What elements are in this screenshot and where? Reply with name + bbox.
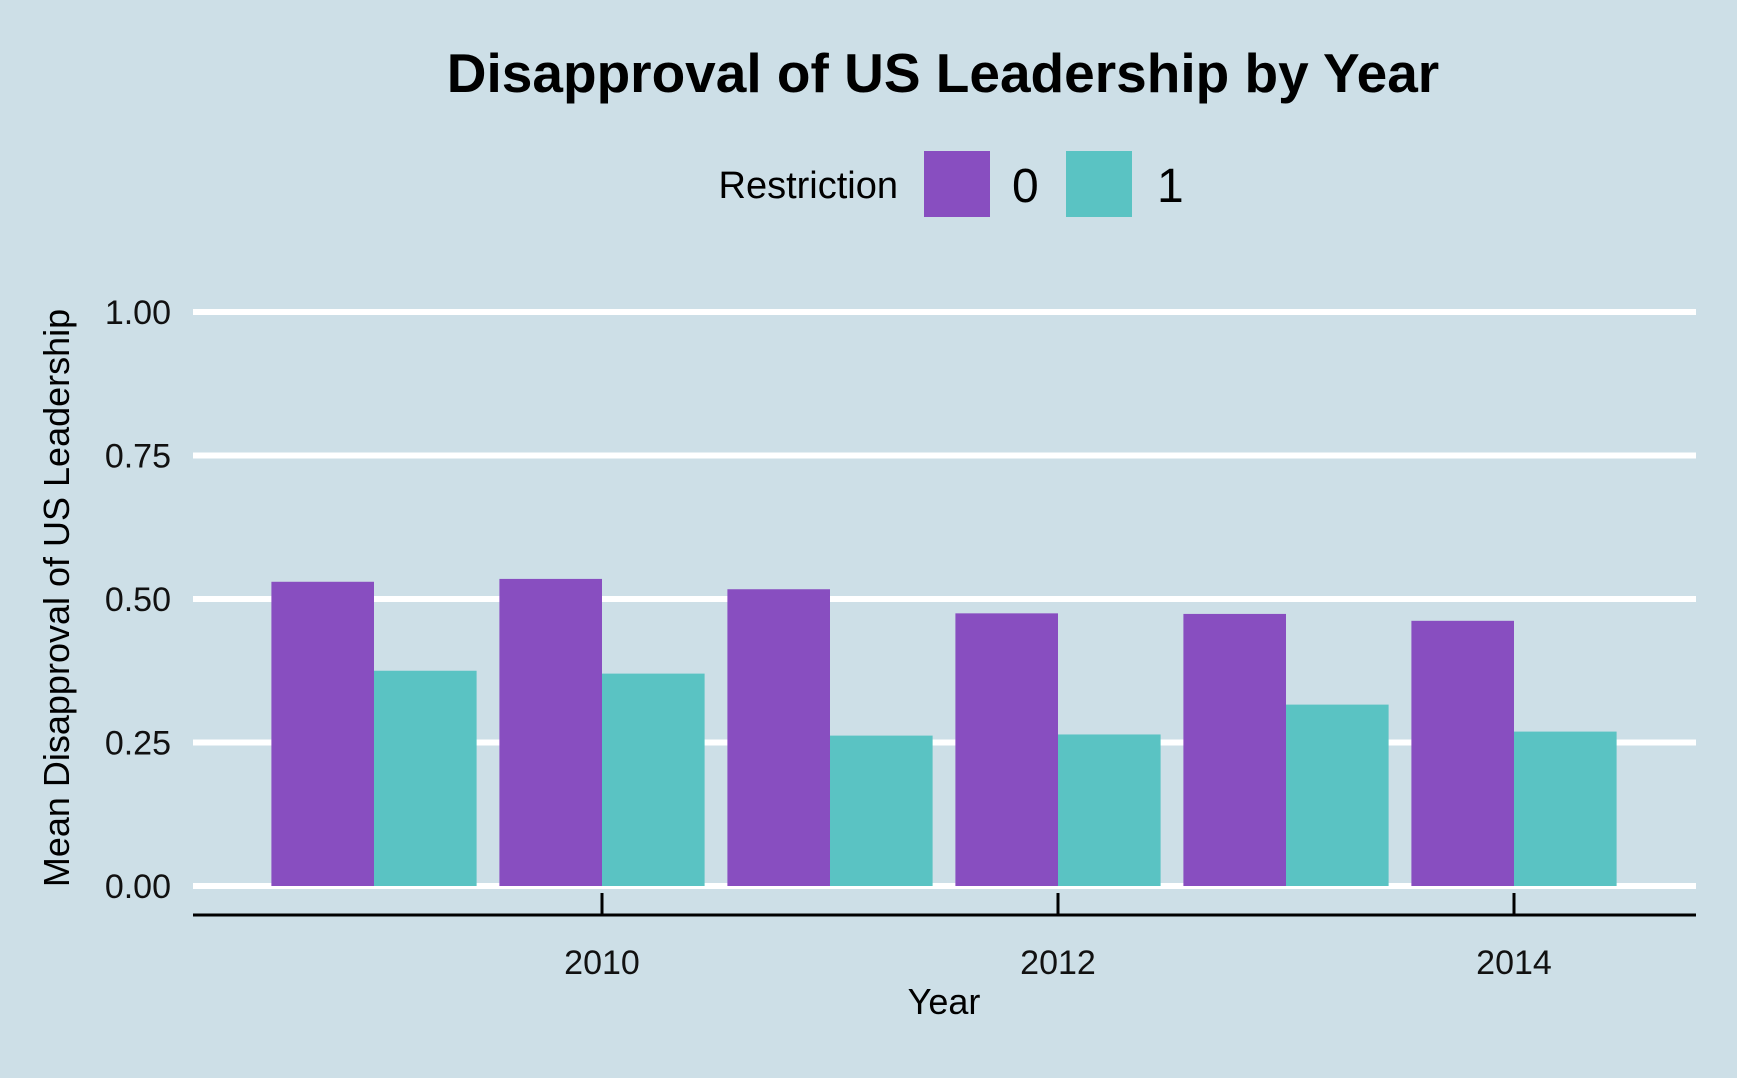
x-axis-title: Year <box>908 981 981 1022</box>
bar-2013-series-0 <box>1183 613 1286 886</box>
bar-2009-series-1 <box>374 670 477 886</box>
x-tick-label: 2010 <box>564 944 640 982</box>
y-axis-title: Mean Disapproval of US Leadership <box>36 309 77 887</box>
legend: Restriction 0 1 <box>719 151 1184 217</box>
bar-2013-series-1 <box>1286 704 1389 886</box>
y-tick-label: 0.00 <box>105 868 171 906</box>
y-tick-label: 0.75 <box>105 438 171 476</box>
bars <box>271 578 1617 886</box>
legend-label-series-0: 0 <box>1012 160 1039 213</box>
bar-2009-series-0 <box>271 581 374 886</box>
bar-2010-series-0 <box>499 578 602 886</box>
legend-title: Restriction <box>719 165 899 207</box>
x-axis: 2010 2012 2014 <box>193 893 1696 982</box>
legend-swatch-series-1 <box>1066 151 1132 217</box>
bar-2011-series-0 <box>727 589 830 886</box>
y-tick-label: 0.25 <box>105 725 171 763</box>
chart-title: Disapproval of US Leadership by Year <box>447 42 1439 104</box>
bar-2012-series-1 <box>1058 734 1161 886</box>
bar-2014-series-1 <box>1514 731 1617 886</box>
legend-swatch-series-0 <box>924 151 990 217</box>
y-axis: 0.00 0.25 0.50 0.75 1.00 <box>105 294 171 906</box>
bar-2014-series-0 <box>1411 620 1514 886</box>
legend-label-series-1: 1 <box>1157 160 1184 213</box>
y-tick-label: 0.50 <box>105 581 171 619</box>
x-tick-label: 2012 <box>1020 944 1096 982</box>
bar-2011-series-1 <box>830 735 933 886</box>
bar-2010-series-1 <box>602 673 705 886</box>
y-tick-label: 1.00 <box>105 294 171 332</box>
bar-2012-series-0 <box>955 613 1058 886</box>
x-tick-label: 2014 <box>1476 944 1552 982</box>
